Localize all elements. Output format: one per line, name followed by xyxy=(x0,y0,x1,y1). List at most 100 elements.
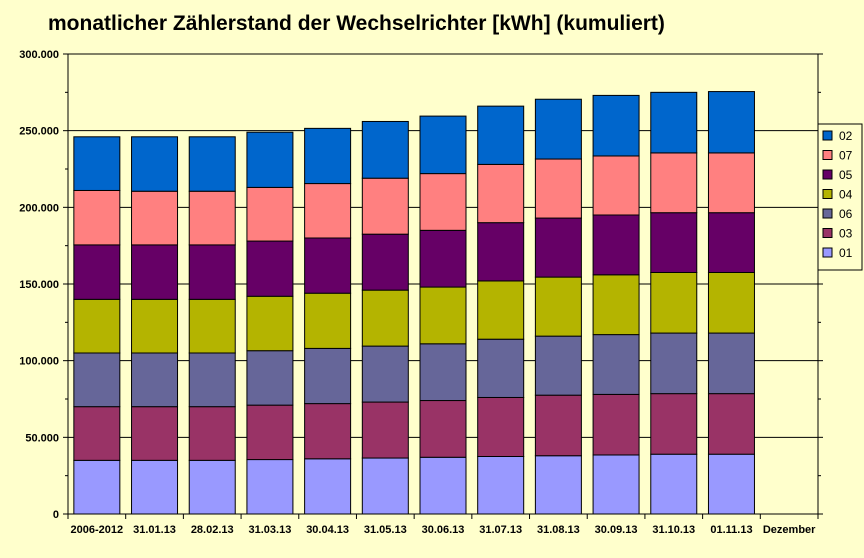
bar-segment-03-3 xyxy=(246,404,294,461)
bar-segment-01-7 xyxy=(477,456,525,515)
bar-segment-06-3 xyxy=(246,350,294,406)
bar-segment-07-6 xyxy=(419,173,467,231)
y-tick-label-0: 0 xyxy=(53,509,59,521)
bar-segment-05-5 xyxy=(361,233,409,291)
axes-layer: 0 50.000 100.000 150.000 200.000 250.000 300.0… xyxy=(19,49,823,536)
bar-segment-01-4 xyxy=(304,458,352,515)
bar-segment-03-6 xyxy=(419,400,467,458)
y-tick-label-6: 300.000 xyxy=(19,49,59,61)
bar-segment-01-10 xyxy=(650,453,698,515)
bar-segment-04-7 xyxy=(477,280,525,340)
bar-segment-01-8 xyxy=(534,455,582,515)
legend-label-07: 07 xyxy=(839,149,853,163)
x-tick-label-2: 28.02.13 xyxy=(191,524,234,536)
bar-segment-02-8 xyxy=(534,98,582,160)
bar-segment-03-4 xyxy=(304,403,352,460)
x-tick-label-3: 31.03.13 xyxy=(249,524,292,536)
bar-segment-03-10 xyxy=(650,393,698,455)
y-tick-label-2: 100.000 xyxy=(19,356,59,368)
bar-segment-07-7 xyxy=(477,163,525,224)
bar-segment-07-2 xyxy=(188,190,236,246)
bar-segment-05-0 xyxy=(73,244,121,300)
bar-segment-06-11 xyxy=(707,332,755,395)
bar-segment-07-8 xyxy=(534,158,582,219)
bar-segment-03-8 xyxy=(534,394,582,457)
legend-swatch-01 xyxy=(822,247,833,258)
x-tick-label-4: 30.04.13 xyxy=(306,524,349,536)
bar-segment-03-7 xyxy=(477,396,525,458)
bar-segment-05-1 xyxy=(131,244,179,300)
bar-segment-05-9 xyxy=(592,214,640,276)
bar-segment-07-3 xyxy=(246,186,294,242)
x-tick-label-9: 30.09.13 xyxy=(595,524,638,536)
x-tick-label-12: Dezember xyxy=(763,524,816,536)
y-tick-label-4: 200.000 xyxy=(19,202,59,214)
bar-segment-07-11 xyxy=(707,152,755,214)
bar-segment-07-5 xyxy=(361,177,409,235)
bar-segment-02-6 xyxy=(419,115,467,175)
bar-segment-06-2 xyxy=(188,352,236,408)
bar-segment-06-6 xyxy=(419,343,467,402)
legend-label-02: 02 xyxy=(839,129,853,143)
bar-segment-04-5 xyxy=(361,289,409,347)
bar-segment-01-0 xyxy=(73,459,121,515)
bar-segment-05-10 xyxy=(650,212,698,273)
x-tick-label-1: 31.01.13 xyxy=(133,524,176,536)
bar-segment-01-2 xyxy=(188,459,236,515)
bar-segment-04-10 xyxy=(650,272,698,334)
y-tick-label-3: 150.000 xyxy=(19,279,59,291)
bar-segment-06-9 xyxy=(592,334,640,395)
bar-segment-04-4 xyxy=(304,292,352,349)
bar-segment-01-6 xyxy=(419,456,467,515)
y-tick-label-1: 50.000 xyxy=(25,432,59,444)
x-tick-label-6: 30.06.13 xyxy=(422,524,465,536)
bar-segment-03-11 xyxy=(707,393,755,455)
bar-segment-07-10 xyxy=(650,152,698,214)
bar-segment-01-11 xyxy=(707,453,755,515)
x-tick-label-8: 31.08.13 xyxy=(537,524,580,536)
bar-segment-03-2 xyxy=(188,406,236,461)
bar-segment-05-6 xyxy=(419,229,467,288)
bar-segment-05-3 xyxy=(246,240,294,297)
chart-title: monatlicher Zählerstand der Wechselricht… xyxy=(48,12,665,35)
x-tick-label-0: 2006-2012 xyxy=(71,524,124,536)
bar-segment-05-2 xyxy=(188,244,236,300)
x-tick-label-7: 31.07.13 xyxy=(479,524,522,536)
bar-segment-06-5 xyxy=(361,345,409,403)
bar-segment-07-0 xyxy=(73,189,121,246)
legend-label-04: 04 xyxy=(839,188,853,202)
bar-segment-02-2 xyxy=(188,136,236,192)
bar-segment-06-0 xyxy=(73,352,121,408)
bar-segment-05-7 xyxy=(477,222,525,282)
bar-segment-04-8 xyxy=(534,276,582,337)
bar-segment-02-0 xyxy=(73,136,121,191)
bar-segment-02-11 xyxy=(707,91,755,154)
bar-segment-04-11 xyxy=(707,272,755,334)
bar-segment-03-5 xyxy=(361,401,409,459)
legend-label-03: 03 xyxy=(839,227,853,241)
bar-segment-01-3 xyxy=(246,459,294,515)
bar-segment-05-11 xyxy=(707,212,755,273)
legend-label-06: 06 xyxy=(839,207,853,221)
bar-segment-02-9 xyxy=(592,94,640,157)
bar-segment-03-1 xyxy=(131,406,179,461)
bar-segment-04-1 xyxy=(131,298,179,354)
bar-segment-04-0 xyxy=(73,298,121,354)
legend-label-01: 01 xyxy=(839,246,853,260)
x-tick-label-10: 31.10.13 xyxy=(652,524,695,536)
bar-segment-01-1 xyxy=(131,459,179,515)
bar-segment-05-4 xyxy=(304,237,352,294)
bar-segment-07-9 xyxy=(592,155,640,216)
bar-segment-06-7 xyxy=(477,338,525,398)
bar-segment-04-3 xyxy=(246,295,294,352)
legend-swatch-07 xyxy=(822,150,833,160)
bar-segment-02-5 xyxy=(361,120,409,179)
bar-segment-02-3 xyxy=(246,131,294,188)
legend-swatch-03 xyxy=(822,228,833,238)
bar-segment-04-9 xyxy=(592,274,640,336)
bar-segment-06-10 xyxy=(650,332,698,395)
bar-segment-02-10 xyxy=(650,91,698,154)
bar-segment-01-5 xyxy=(361,457,409,515)
bar-segment-05-8 xyxy=(534,217,582,278)
